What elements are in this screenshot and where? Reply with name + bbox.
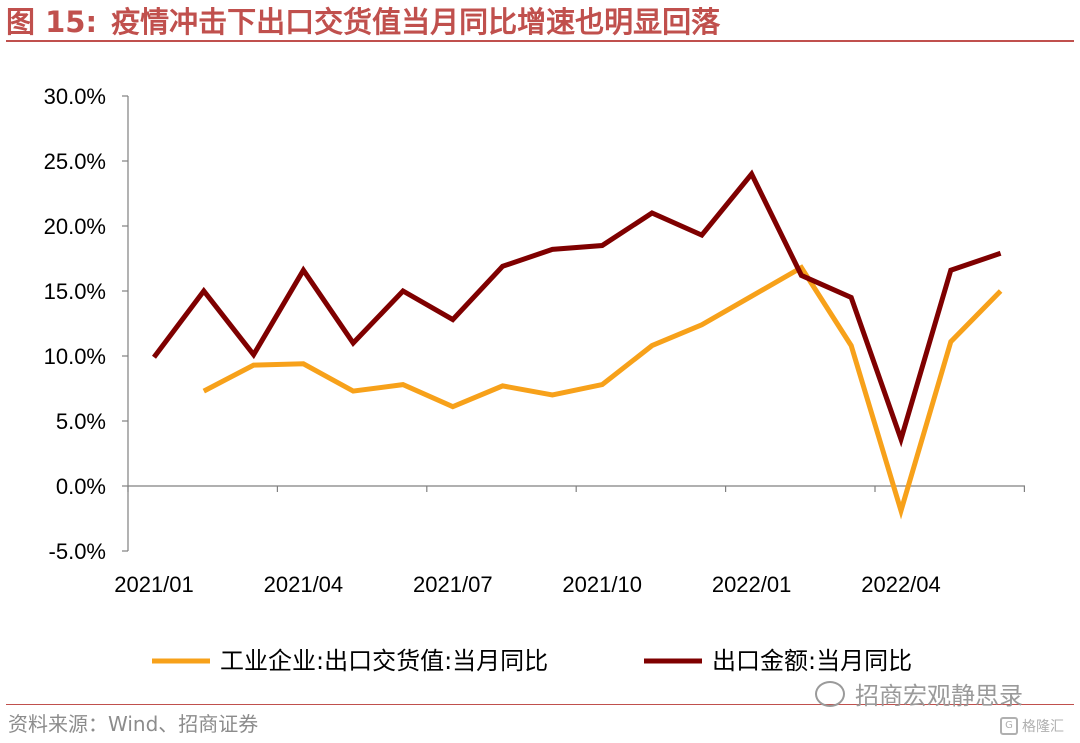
figure-title: 疫情冲击下出口交货值当月同比增速也明显回落 (111, 5, 721, 39)
chart-axes: 30.0% 25.0% 20.0% 15.0% 10.0% 5.0% 0.0% -5.0% 20… (44, 84, 1026, 597)
x-tick-label: 2021/10 (562, 572, 642, 597)
brand-text: 格隆汇 (1022, 719, 1064, 735)
chart-legend: 工业企业:出口交货值:当月同比 出口金额:当月同比 (152, 647, 912, 674)
y-tick-label: 15.0% (44, 279, 106, 304)
x-tick-label: 2021/07 (413, 572, 493, 597)
brand-mark: G 格隆汇 (1000, 716, 1064, 736)
y-tick-label: 20.0% (44, 214, 106, 239)
y-tick-label: 25.0% (44, 149, 106, 174)
series-line-2 (152, 169, 1002, 448)
y-tick-label: 5.0% (56, 409, 106, 434)
y-tick-label: -5.0% (49, 539, 106, 564)
watermark: 招商宏观静思录 (815, 676, 1023, 711)
figure-number: 图 15: (6, 5, 98, 39)
x-tick-label: 2022/04 (861, 572, 941, 597)
y-tick-label: 30.0% (44, 84, 106, 109)
figure-title-bar: 图 15: 疫情冲击下出口交货值当月同比增速也明显回落 (6, 0, 1074, 42)
brand-logo-icon: G (1000, 717, 1018, 735)
series-line-1 (202, 264, 1003, 520)
x-tick-label: 2022/01 (712, 572, 792, 597)
legend-label-1: 工业企业:出口交货值:当月同比 (220, 647, 548, 674)
source-note: 资料来源：Wind、招商证券 (8, 712, 259, 736)
chart-series (152, 169, 1003, 520)
legend-label-2: 出口金额:当月同比 (712, 647, 912, 674)
x-tick-label: 2021/01 (114, 572, 194, 597)
y-tick-label: 0.0% (56, 474, 106, 499)
wechat-icon (815, 680, 845, 707)
x-tick-label: 2021/04 (264, 572, 344, 597)
footer-divider (6, 704, 1074, 705)
watermark-text: 招商宏观静思录 (855, 682, 1023, 710)
y-tick-label: 10.0% (44, 344, 106, 369)
line-chart: 30.0% 25.0% 20.0% 15.0% 10.0% 5.0% 0.0% -5.0% 20… (44, 84, 1026, 674)
